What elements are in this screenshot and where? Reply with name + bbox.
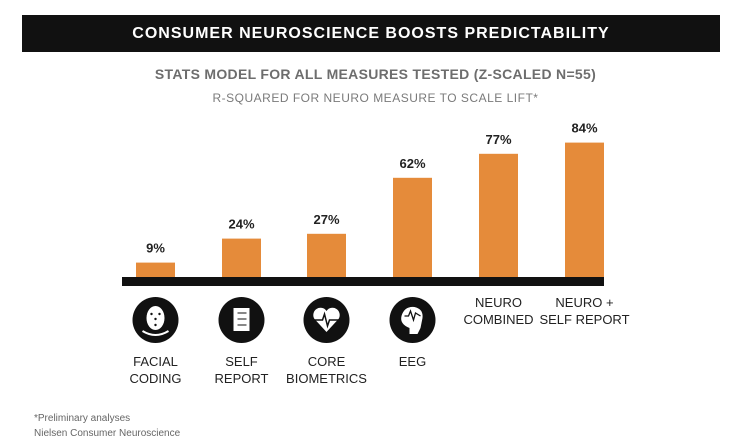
category-label: CORE BIOMETRICS — [272, 353, 382, 387]
data-label: 62% — [399, 156, 425, 171]
brain-wave-icon — [389, 297, 436, 343]
source-note: Nielsen Consumer Neuroscience — [34, 428, 181, 439]
category-label-line: NEURO + — [555, 295, 614, 310]
checklist-icon — [218, 297, 265, 343]
bar — [393, 177, 432, 277]
footnote: *Preliminary analyses — [34, 413, 131, 424]
category-label: SELF REPORT — [187, 353, 297, 387]
category-label-line: REPORT — [214, 371, 269, 386]
category-label-line: NEURO — [475, 295, 522, 310]
category-label-line: BIOMETRICS — [286, 371, 367, 386]
category-label-line: FACIAL — [133, 354, 178, 369]
bar — [136, 262, 175, 277]
category-label: EEG — [358, 353, 468, 370]
data-label: 27% — [313, 212, 339, 227]
category-label-line: EEG — [398, 354, 427, 369]
data-label: 84% — [571, 121, 597, 136]
category-label: NEURO + SELF REPORT — [530, 294, 640, 328]
facial-coding-icon — [132, 297, 179, 343]
chart-title: CONSUMER NEUROSCIENCE BOOSTS PREDICTABIL… — [132, 24, 610, 42]
bar — [479, 153, 518, 277]
data-label: 24% — [228, 217, 254, 232]
heart-pulse-icon — [303, 297, 350, 343]
chart-subtitle: STATS MODEL FOR ALL MEASURES TESTED (Z-S… — [154, 66, 597, 82]
category-label-line: COMBINED — [463, 312, 534, 327]
chart-subtitle-2: R-SQUARED FOR NEURO MEASURE TO SCALE LIF… — [212, 91, 539, 105]
category-label: NEURO COMBINED — [444, 294, 554, 328]
bar — [307, 233, 346, 277]
category-label-line: CORE — [307, 354, 346, 369]
data-label: 77% — [485, 132, 511, 147]
category-label-line: SELF — [225, 354, 258, 369]
category-label-line: CODING — [129, 371, 182, 386]
bar — [565, 142, 604, 277]
data-label: 9% — [146, 241, 165, 256]
category-label-line: SELF REPORT — [539, 312, 630, 327]
bar — [222, 238, 261, 277]
x-axis-bar — [122, 277, 604, 286]
title-banner: CONSUMER NEUROSCIENCE BOOSTS PREDICTABIL… — [22, 15, 720, 52]
category-label: FACIAL CODING — [101, 353, 211, 387]
